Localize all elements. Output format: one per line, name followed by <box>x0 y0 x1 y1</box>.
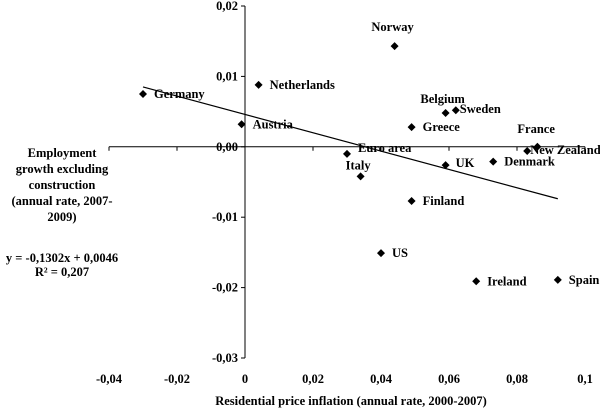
y-tick-label: -0,03 <box>212 351 238 365</box>
point-label-italy: Italy <box>346 158 372 172</box>
y-axis-label-line: growth excluding <box>16 162 109 176</box>
point-label-us: US <box>392 246 408 260</box>
x-tick-label: 0 <box>242 372 248 386</box>
x-tick-label: -0,02 <box>164 372 190 386</box>
point-label-spain: Spain <box>569 273 600 287</box>
point-marker-new-zealand <box>523 147 532 156</box>
point-marker-norway <box>390 42 399 51</box>
y-axis-label-line: Employment <box>28 146 98 160</box>
point-label-netherlands: Netherlands <box>270 78 335 92</box>
point-marker-greece <box>407 123 416 132</box>
y-tick-label: 0,01 <box>216 69 238 83</box>
point-marker-belgium <box>441 109 450 118</box>
y-tick-label: -0,02 <box>212 281 238 295</box>
x-tick-label: -0,04 <box>96 372 123 386</box>
point-marker-netherlands <box>254 80 263 89</box>
x-tick-label: 0,04 <box>370 372 393 386</box>
point-marker-sweden <box>451 106 460 115</box>
point-label-new-zealand: New Zealand <box>530 143 600 157</box>
point-marker-finland <box>407 197 416 206</box>
point-label-denmark: Denmark <box>504 155 555 169</box>
point-marker-uk <box>441 161 450 170</box>
point-marker-denmark <box>489 157 498 166</box>
x-tick-label: 0,1 <box>577 372 593 386</box>
point-label-sweden: Sweden <box>460 102 501 116</box>
x-tick-label: 0,02 <box>302 372 324 386</box>
x-tick-label: 0,06 <box>438 372 460 386</box>
y-axis-label: Employment growth excluding construction (a… <box>11 146 112 224</box>
point-label-uk: UK <box>456 156 475 170</box>
point-marker-austria <box>237 120 246 129</box>
point-marker-ireland <box>472 277 481 286</box>
point-marker-spain <box>553 275 562 284</box>
point-label-ireland: Ireland <box>487 274 526 288</box>
point-label-germany: Germany <box>154 87 205 101</box>
point-label-belgium: Belgium <box>420 92 465 106</box>
point-label-france: France <box>517 122 555 136</box>
y-tick-label: -0,01 <box>212 210 238 224</box>
regression-equation-text: y = -0,1302x + 0,0046 <box>6 251 118 265</box>
point-marker-euro-area <box>343 149 351 158</box>
point-label-austria: Austria <box>253 117 294 131</box>
trend-line <box>142 86 558 200</box>
y-axis-ticks: 0,02 0,01 0,00 -0,01 -0,02 -0,03 <box>212 0 245 365</box>
x-tick-label: 0,08 <box>506 372 528 386</box>
y-axis-label-line: (annual rate, 2007- <box>11 194 112 208</box>
y-axis-label-line: 2009) <box>47 210 76 224</box>
point-label-norway: Norway <box>371 20 414 34</box>
point-label-finland: Finland <box>423 194 465 208</box>
r-squared-text: R² = 0,207 <box>35 265 89 279</box>
y-tick-label: 0,00 <box>216 140 238 154</box>
x-axis-title: Residential price inflation (annual rate… <box>215 394 487 408</box>
point-label-euro-area: Euro area <box>358 141 412 155</box>
point-label-greece: Greece <box>423 120 461 134</box>
point-marker-germany <box>139 90 147 98</box>
point-marker-us <box>377 249 385 258</box>
point-marker-italy <box>356 172 365 181</box>
point-marker-france <box>533 142 542 151</box>
y-axis-label-line: construction <box>29 178 96 192</box>
x-axis-ticks: -0,04 -0,02 0 0,02 0,04 0,06 0,08 0,1 <box>96 146 593 386</box>
y-tick-label: 0,02 <box>216 0 238 13</box>
